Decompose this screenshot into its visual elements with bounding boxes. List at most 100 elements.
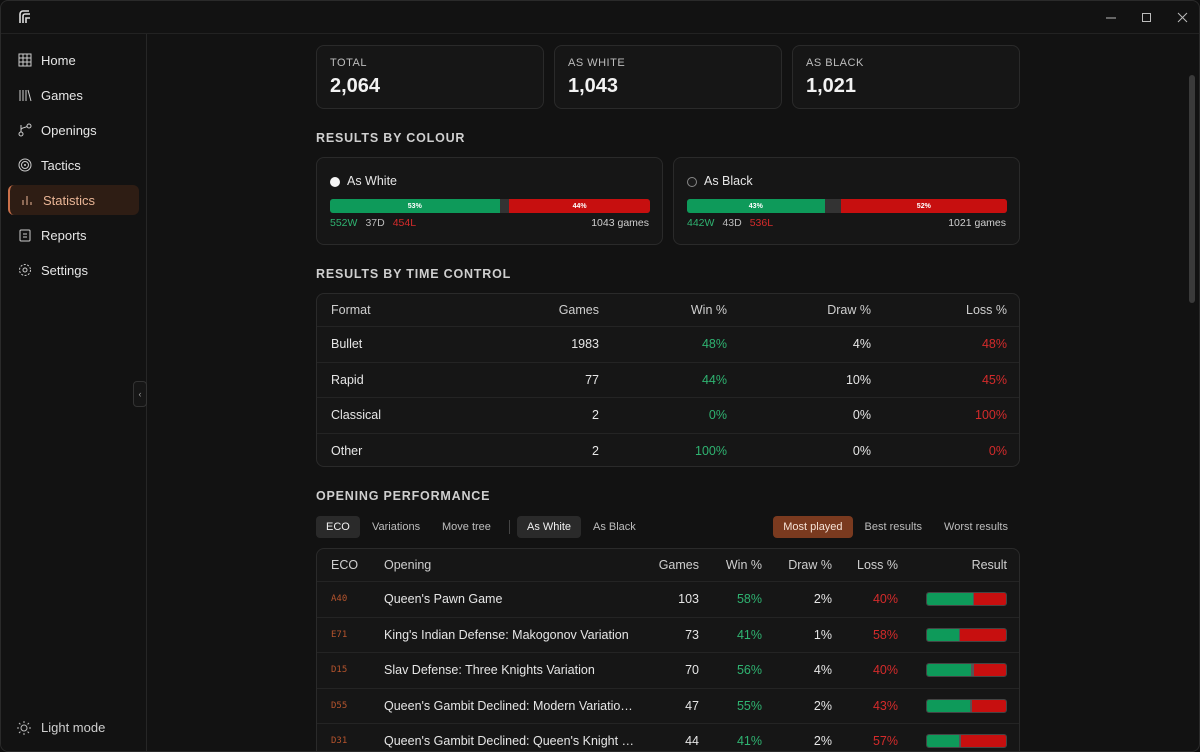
- summary-value: 2,064: [330, 75, 381, 97]
- column-header: Games: [658, 558, 699, 572]
- win-segment: [927, 664, 972, 676]
- table-cell: 0%: [708, 408, 727, 422]
- minimize-button[interactable]: [1105, 12, 1117, 24]
- draws: 43D: [722, 217, 742, 229]
- loss-segment: [960, 735, 1006, 747]
- wdl-counts: 552W 37D 454L: [330, 217, 416, 229]
- nav-item[interactable]: Reports: [8, 220, 139, 250]
- app-logo: [19, 10, 30, 23]
- eco-code: D31: [331, 736, 348, 746]
- nav-label: Settings: [41, 262, 88, 278]
- nav-item[interactable]: Games: [8, 80, 139, 110]
- nav-icon: [19, 229, 31, 242]
- table-row[interactable]: D31 Queen's Gambit Declined: Queen's Knig…: [317, 723, 1019, 751]
- eco-code: A40: [331, 594, 348, 604]
- win-segment: [927, 699, 971, 712]
- table-cell: 0%: [852, 408, 871, 422]
- sort-tabs: Most played Best results Worst results: [773, 516, 1018, 538]
- colour-marker: [330, 177, 340, 187]
- table-row[interactable]: E71 King's Indian Defense: Makogonov Vari…: [317, 616, 1019, 652]
- table-cell: 45%: [981, 372, 1007, 387]
- table-row[interactable]: D55 Queen's Gambit Declined: Modern Varia…: [317, 687, 1019, 723]
- sort-tab[interactable]: Worst results: [944, 521, 1008, 533]
- nav-icon: [18, 53, 32, 67]
- table-cell: 4%: [852, 337, 871, 351]
- sort-tab[interactable]: Most played: [773, 516, 853, 538]
- column-header: Loss %: [966, 303, 1007, 317]
- time-control-table: Format Games Win % Draw % Loss % Bullet 1983 48…: [316, 293, 1020, 467]
- loss-pct-label: 52%: [916, 202, 931, 210]
- tab-divider: [509, 520, 510, 534]
- table-row[interactable]: D15 Slav Defense: Three Knights Variation…: [317, 652, 1019, 687]
- table-cell: 2: [592, 408, 599, 422]
- nav-label: Statistics: [43, 192, 96, 208]
- tab[interactable]: As White: [517, 516, 582, 538]
- loss-pct-label: 44%: [572, 202, 587, 210]
- loss-segment: 52%: [840, 199, 1007, 213]
- column-header: Format: [331, 303, 371, 317]
- section-title: OPENING PERFORMANCE: [316, 489, 491, 503]
- games: 47: [685, 698, 699, 713]
- scrollbar[interactable]: [1189, 75, 1195, 303]
- summary-card: TOTAL 2,064: [316, 45, 544, 109]
- maximize-button[interactable]: [1141, 12, 1153, 24]
- tab[interactable]: ECO: [316, 516, 360, 538]
- draw-segment: [972, 593, 975, 605]
- table-cell: Other: [331, 443, 363, 458]
- win-pct: 58%: [736, 592, 762, 606]
- column-header: Games: [558, 303, 599, 317]
- tab[interactable]: As Black: [593, 521, 636, 533]
- wins: 552W: [330, 217, 358, 229]
- result-bar: [926, 592, 1007, 606]
- result-bar: [926, 734, 1007, 748]
- draw-pct: 2%: [813, 592, 832, 606]
- nav-icon: [19, 89, 32, 102]
- tab[interactable]: Move tree: [442, 521, 491, 533]
- win-pct-label: 53%: [407, 202, 422, 210]
- tab[interactable]: Variations: [372, 521, 421, 533]
- nav-item[interactable]: Tactics: [8, 150, 139, 180]
- table-row[interactable]: A40 Queen's Pawn Game 103 58% 2% 40%: [317, 581, 1019, 616]
- table-cell: 100%: [695, 443, 727, 458]
- table-cell: 0%: [988, 443, 1007, 458]
- summary-label: AS BLACK: [806, 57, 864, 69]
- nav-label: Openings: [41, 122, 97, 138]
- opening-name: Queen's Pawn Game: [384, 592, 503, 606]
- summary-label: AS WHITE: [568, 57, 626, 69]
- draw-pct: 1%: [813, 627, 832, 642]
- games-count: 1021 games: [948, 217, 1006, 229]
- title-bar: [1, 1, 1199, 34]
- theme-label: Light mode: [41, 720, 106, 735]
- result-bar: [926, 627, 1007, 642]
- games: 70: [685, 663, 699, 677]
- theme-toggle[interactable]: Light mode: [17, 720, 105, 735]
- colour-card: As Black 43% 52% 442W 43D 536L 1021 games: [673, 157, 1020, 245]
- opening-name: King's Indian Defense: Makogonov Variati…: [384, 627, 629, 642]
- nav-icon: [22, 196, 32, 205]
- collapse-sidebar[interactable]: ‹: [133, 381, 147, 407]
- nav-item[interactable]: Settings: [8, 255, 139, 285]
- nav-icon: [18, 123, 32, 137]
- games: 73: [685, 627, 699, 642]
- nav-item[interactable]: Home: [8, 45, 139, 75]
- colour-label: As Black: [704, 174, 753, 188]
- eco-code: D15: [331, 665, 348, 675]
- table-cell: 1983: [571, 337, 599, 351]
- table-cell: Bullet: [331, 337, 363, 351]
- section-title: RESULTS BY COLOUR: [316, 131, 466, 145]
- result-cell: [898, 689, 1007, 723]
- close-button[interactable]: [1177, 12, 1189, 24]
- section-title: RESULTS BY TIME CONTROL: [316, 267, 512, 281]
- loss-pct: 43%: [872, 698, 898, 713]
- wdl-counts: 442W 43D 536L: [687, 217, 773, 229]
- table-header: Format Games Win % Draw % Loss %: [317, 294, 1019, 326]
- nav-item[interactable]: Openings: [8, 115, 139, 145]
- win-segment: [927, 593, 973, 605]
- table-row: Other 2 100% 0% 0%: [317, 432, 1019, 467]
- column-header: Loss %: [857, 558, 898, 572]
- sort-tab[interactable]: Best results: [864, 521, 923, 533]
- draw-pct: 2%: [813, 734, 832, 748]
- nav-item[interactable]: Statistics: [8, 185, 139, 215]
- column-header: Draw %: [788, 558, 832, 572]
